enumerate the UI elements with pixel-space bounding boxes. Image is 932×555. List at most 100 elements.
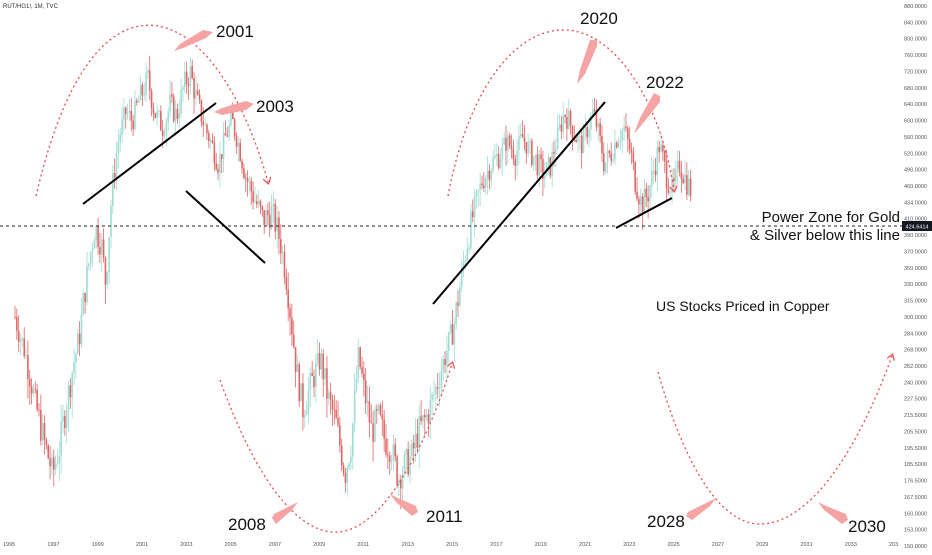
- candle-body: [305, 409, 308, 415]
- candle-body: [62, 415, 64, 422]
- x-tick-label: 2015: [446, 542, 458, 548]
- pointer-arrow-2030: [818, 502, 848, 524]
- trendline-2003-2006: [185, 190, 266, 264]
- candle-body: [156, 111, 158, 118]
- candle-body: [172, 96, 175, 122]
- candle-body: [84, 292, 86, 303]
- annotation-2022: 2022: [646, 73, 684, 92]
- candle-body: [579, 135, 581, 137]
- pointer-arrow-2003: [214, 101, 254, 115]
- candle-body: [619, 140, 622, 143]
- candle-body: [121, 119, 123, 135]
- candle-body: [547, 157, 550, 163]
- candle-body: [52, 457, 55, 470]
- candle-body: [591, 109, 594, 116]
- candle-body: [152, 108, 155, 114]
- candle-body: [447, 332, 450, 351]
- candle-body: [19, 338, 22, 342]
- candle-body: [634, 162, 636, 192]
- candle-body: [224, 133, 227, 136]
- y-tick-label: 680.0000: [904, 86, 927, 92]
- trendline-2014-2020: [432, 101, 606, 305]
- candle-body: [93, 240, 96, 249]
- candle-body: [420, 416, 422, 422]
- y-tick-label: 195.5000: [904, 446, 927, 452]
- candle-body: [287, 289, 289, 309]
- candle-body: [459, 287, 461, 306]
- candle-body: [248, 180, 251, 182]
- candle-body: [676, 160, 679, 169]
- candle-body: [27, 355, 29, 379]
- candle-body: [390, 460, 393, 462]
- candle-body: [350, 456, 352, 463]
- candle-body: [56, 463, 59, 465]
- candle-body: [501, 144, 504, 159]
- candle-body: [398, 479, 400, 485]
- y-tick-label: 760.0000: [904, 53, 927, 59]
- x-tick-label: 1995: [3, 542, 15, 548]
- candle-body: [344, 473, 347, 483]
- candle-body: [36, 389, 38, 410]
- candle-body: [512, 149, 515, 160]
- candle-body: [457, 302, 459, 306]
- candle-body: [117, 142, 120, 153]
- candle-body: [300, 383, 302, 402]
- candle-body: [597, 123, 600, 128]
- candle-body: [627, 128, 629, 140]
- candle-body: [374, 409, 376, 442]
- power-zone-note-line1: Power Zone for Gold: [762, 209, 900, 226]
- candle-body: [206, 124, 208, 134]
- candle-body: [187, 84, 190, 86]
- candle-body: [678, 160, 681, 173]
- candle-body: [366, 401, 369, 404]
- x-tick-label: 2005: [225, 542, 237, 548]
- candle-body: [278, 217, 280, 240]
- power-zone-note-line2: & Silver below this line: [750, 227, 900, 244]
- candle-body: [232, 112, 234, 120]
- candle-body: [680, 172, 683, 179]
- y-tick-label: 315.0000: [904, 299, 927, 305]
- candle-body: [237, 143, 240, 147]
- candle-body: [383, 419, 385, 439]
- candle-body: [333, 409, 336, 411]
- y-tick-label: 240.0000: [904, 380, 927, 386]
- x-tick-label: 2017: [490, 542, 502, 548]
- candle-body: [71, 372, 74, 398]
- candle-body: [566, 117, 568, 129]
- candle-body: [612, 159, 614, 161]
- candle-body: [76, 333, 79, 354]
- candle-body: [529, 141, 531, 143]
- candle-body: [669, 192, 672, 194]
- candle-body: [196, 90, 199, 95]
- candle-body: [239, 143, 241, 161]
- candle-body: [423, 415, 426, 418]
- candle-body: [599, 123, 601, 136]
- candle-body: [560, 124, 563, 132]
- candle-body: [28, 378, 31, 387]
- candle-body: [673, 178, 675, 181]
- candle-body: [575, 139, 577, 143]
- candle-body: [307, 390, 310, 410]
- candle-body: [49, 458, 51, 467]
- candle-body: [621, 130, 624, 141]
- candle-body: [656, 147, 659, 176]
- candle-body: [495, 153, 498, 156]
- candle-body: [401, 473, 404, 489]
- candle-body: [78, 333, 81, 344]
- y-tick-label: 434.0000: [904, 200, 927, 206]
- candle-body: [403, 454, 406, 474]
- candle-body: [17, 330, 20, 342]
- candle-body: [593, 109, 596, 112]
- candle-body: [499, 158, 502, 168]
- candle-body: [14, 316, 16, 318]
- candle-body: [246, 178, 249, 182]
- candle-body: [411, 442, 413, 457]
- candle-body: [562, 115, 565, 132]
- candle-body: [80, 314, 83, 344]
- candle-body: [256, 201, 258, 205]
- candle-body: [261, 206, 264, 211]
- candle-body: [161, 130, 164, 136]
- pointer-arrow-2022: [634, 93, 660, 134]
- candle-body: [198, 94, 201, 101]
- candle-body: [219, 154, 221, 173]
